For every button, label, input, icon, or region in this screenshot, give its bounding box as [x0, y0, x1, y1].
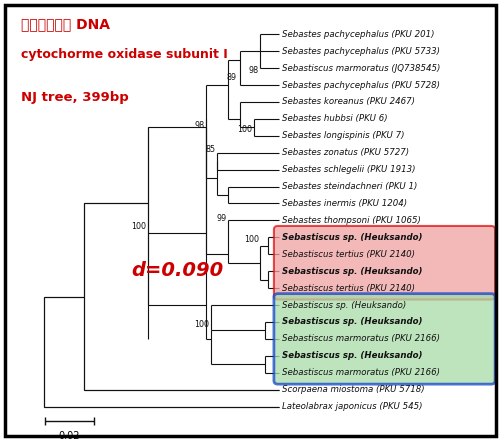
Text: 미토콘드리아 DNA: 미토콘드리아 DNA — [22, 17, 110, 31]
Text: Sebastes koreanus (PKU 2467): Sebastes koreanus (PKU 2467) — [283, 97, 415, 107]
Text: 98: 98 — [194, 120, 204, 130]
Text: Sebastiscus sp. (Heuksando): Sebastiscus sp. (Heuksando) — [283, 267, 423, 276]
Text: NJ tree, 399bp: NJ tree, 399bp — [22, 91, 129, 104]
Text: cytochorme oxidase subunit I: cytochorme oxidase subunit I — [22, 48, 228, 61]
Text: Sebastes pachycephalus (PKU 5733): Sebastes pachycephalus (PKU 5733) — [283, 47, 440, 56]
Text: 100: 100 — [244, 235, 259, 244]
Text: Sebastes steindachneri (PKU 1): Sebastes steindachneri (PKU 1) — [283, 182, 418, 191]
Text: 85: 85 — [205, 146, 215, 155]
Text: 100: 100 — [237, 125, 252, 134]
Text: Lateolabrax japonicus (PKU 545): Lateolabrax japonicus (PKU 545) — [283, 402, 423, 411]
Text: Sebastiscus sp. (Heuksando): Sebastiscus sp. (Heuksando) — [283, 317, 423, 326]
Text: 98: 98 — [249, 66, 259, 75]
Text: Sebastiscus tertius (PKU 2140): Sebastiscus tertius (PKU 2140) — [283, 284, 415, 293]
Text: Sebastes schlegelii (PKU 1913): Sebastes schlegelii (PKU 1913) — [283, 165, 416, 174]
Text: 100: 100 — [131, 222, 146, 231]
Text: Sebastiscus tertius (PKU 2140): Sebastiscus tertius (PKU 2140) — [283, 250, 415, 259]
Text: Sebastiscus sp. (Heuksando): Sebastiscus sp. (Heuksando) — [283, 301, 407, 309]
FancyBboxPatch shape — [274, 226, 495, 300]
Text: Sebastes hubbsi (PKU 6): Sebastes hubbsi (PKU 6) — [283, 115, 388, 123]
Text: Sebastiscus sp. (Heuksando): Sebastiscus sp. (Heuksando) — [283, 351, 423, 361]
Text: Sebastes pachycephalus (PKU 5728): Sebastes pachycephalus (PKU 5728) — [283, 80, 440, 90]
Text: Sebastiscus marmoratus (PKU 2166): Sebastiscus marmoratus (PKU 2166) — [283, 334, 440, 343]
Text: Sebastes thompsoni (PKU 1065): Sebastes thompsoni (PKU 1065) — [283, 216, 421, 225]
Text: 0.02: 0.02 — [59, 431, 80, 441]
Text: Scorpaena miostoma (PKU 5718): Scorpaena miostoma (PKU 5718) — [283, 385, 425, 394]
Text: 99: 99 — [216, 214, 226, 222]
FancyBboxPatch shape — [274, 293, 495, 384]
Text: Sebastes longispinis (PKU 7): Sebastes longispinis (PKU 7) — [283, 131, 405, 140]
Text: Sebastes pachycephalus (PKU 201): Sebastes pachycephalus (PKU 201) — [283, 30, 435, 39]
Text: Sebastiscus sp. (Heuksando): Sebastiscus sp. (Heuksando) — [283, 233, 423, 242]
Text: d=0.090: d=0.090 — [131, 262, 223, 280]
Text: Sebastiscus marmoratus (PKU 2166): Sebastiscus marmoratus (PKU 2166) — [283, 368, 440, 377]
Text: 89: 89 — [227, 73, 237, 83]
Text: 100: 100 — [194, 320, 209, 329]
Text: Sebastes inermis (PKU 1204): Sebastes inermis (PKU 1204) — [283, 199, 407, 208]
Text: Sebastiscus marmoratus (JQ738545): Sebastiscus marmoratus (JQ738545) — [283, 63, 441, 72]
Text: Sebastes zonatus (PKU 5727): Sebastes zonatus (PKU 5727) — [283, 148, 409, 157]
